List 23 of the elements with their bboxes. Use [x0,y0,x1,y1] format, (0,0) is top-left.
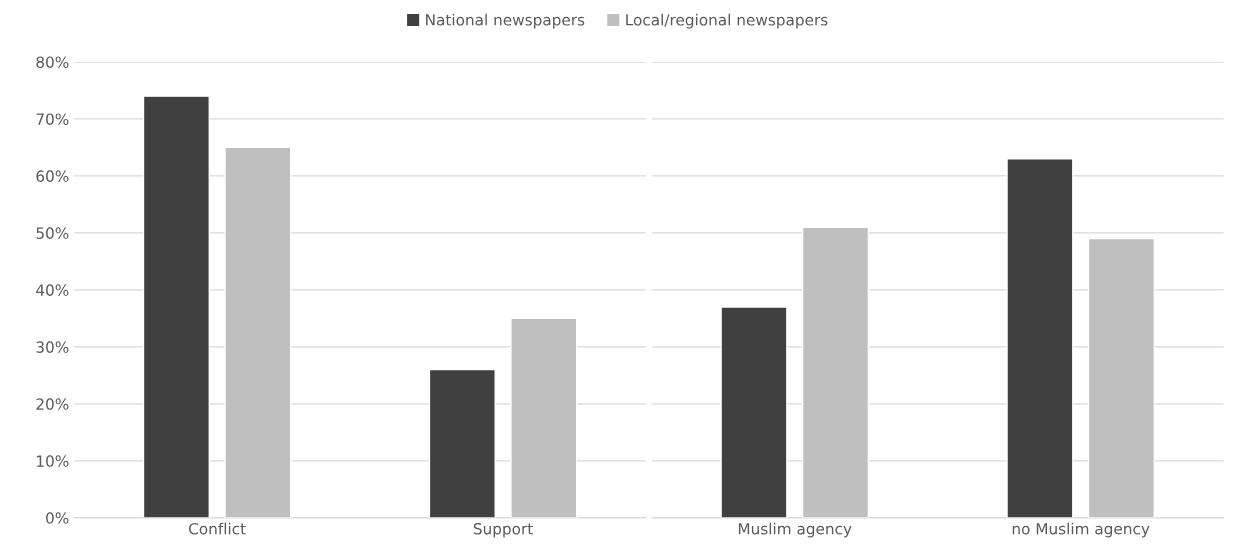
y-tick-label: 50% [36,227,69,239]
y-tick-label: 20% [36,398,69,410]
y-tick-label: 40% [36,284,69,296]
bar [142,95,210,518]
legend-label: Local/regional newspapers [626,13,828,29]
bar [801,226,870,518]
y-tick-label: 10% [37,455,69,467]
bar [224,146,292,518]
y-tick-label: 60% [36,170,69,182]
legend-label: National newspapers [426,13,585,29]
bar [1006,158,1074,518]
y-tick-label: 30% [36,341,69,353]
x-tick-label: no Muslim agency [1012,522,1150,538]
x-tick-label: Support [473,522,533,538]
bar [510,317,578,518]
y-tick-label: 70% [36,113,69,125]
bar [428,368,496,518]
x-tick-label: Conflict [189,522,246,535]
x-tick-label: Muslim agency [738,522,852,538]
bar [720,306,788,518]
y-tick-label: 80% [36,56,69,68]
bar [1087,237,1155,518]
y-tick-label: 0% [46,512,69,524]
